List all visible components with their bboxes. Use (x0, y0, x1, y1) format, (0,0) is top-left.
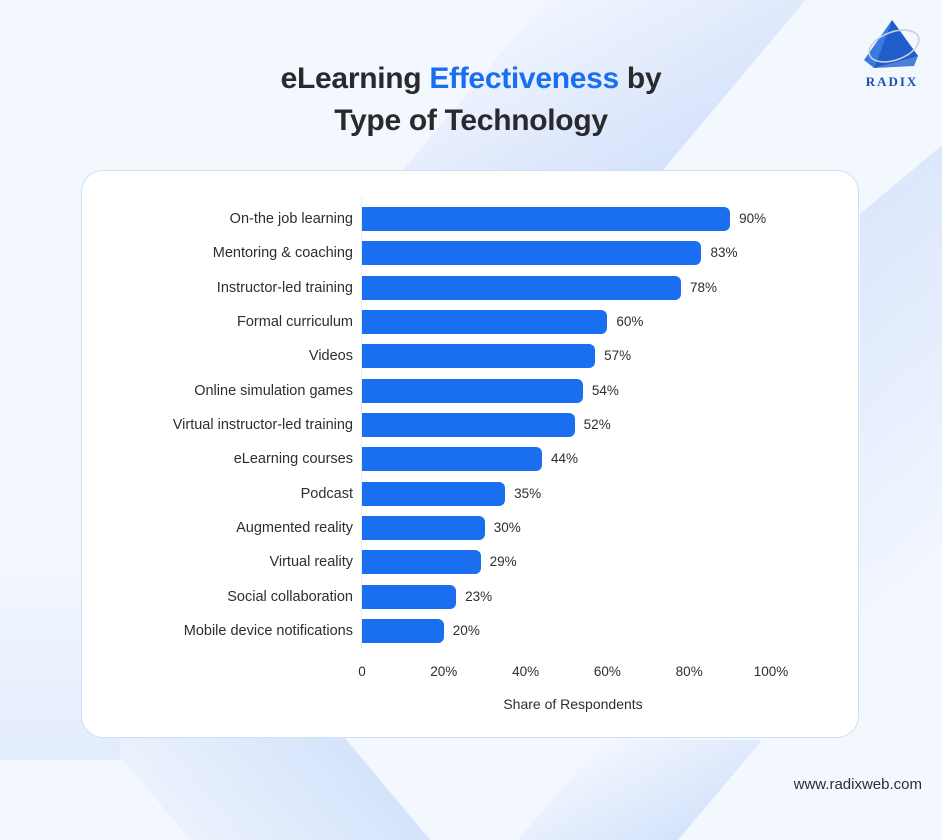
x-axis-label: Share of Respondents (503, 696, 643, 712)
category-label: Virtual reality (269, 554, 353, 571)
bar (362, 550, 481, 575)
bar-row: Mobile device notifications 20% (0, 618, 942, 643)
background-shape (518, 740, 762, 840)
bar-row: Virtual reality 29% (0, 550, 942, 575)
x-tick-label: 100% (753, 664, 789, 679)
bar-value-label: 35% (514, 485, 542, 501)
background-shape (89, 720, 431, 840)
category-label: Instructor-led training (216, 279, 353, 296)
bar (362, 241, 702, 266)
x-tick-label: 0 (358, 664, 366, 679)
bar-row: eLearning courses 44% (0, 447, 942, 472)
bar-row: Mentoring & coaching 83% (0, 241, 942, 266)
bar (362, 412, 575, 437)
title-line-2: Type of Technology (334, 104, 608, 137)
category-label: Virtual instructor-led training (172, 416, 353, 433)
bar-row: Social collaboration 23% (0, 584, 942, 609)
category-label: Mobile device notifications (183, 622, 353, 639)
title-line-1: eLearning Effectiveness by (280, 62, 662, 95)
bar-row: Instructor-led training 78% (0, 275, 942, 300)
bar-value-label: 44% (550, 451, 578, 467)
bar (362, 584, 457, 609)
category-label: eLearning courses (233, 451, 353, 468)
bar (362, 515, 485, 540)
x-tick-label: 80% (675, 664, 703, 679)
logo-text: RADIX (865, 74, 919, 89)
category-label: Videos (308, 348, 353, 365)
radix-logo: RADIX (852, 16, 932, 92)
bar (362, 447, 542, 472)
category-label: Mentoring & coaching (212, 245, 353, 262)
bar-value-label: 83% (710, 245, 738, 261)
bar (362, 344, 596, 369)
pyramid-logo-icon (864, 20, 920, 68)
bar-value-label: 52% (583, 416, 611, 432)
bar (362, 309, 608, 334)
bar-value-label: 57% (604, 348, 632, 364)
bar-row: On-the job learning 90% (0, 207, 942, 231)
bar-value-label: 54% (591, 382, 619, 398)
x-tick-label: 20% (430, 664, 458, 679)
bar-value-label: 78% (690, 279, 718, 295)
bar-row: Videos 57% (0, 344, 942, 369)
bar (362, 378, 583, 403)
title-accent: Effectiveness (429, 62, 619, 95)
bar (362, 207, 731, 231)
category-label: Augmented reality (236, 519, 353, 536)
bar-value-label: 90% (739, 211, 767, 226)
website-url: www.radixweb.com (793, 776, 922, 793)
x-tick-label: 40% (512, 664, 540, 679)
bar-value-label: 20% (452, 622, 480, 638)
bar-value-label: 30% (493, 519, 521, 535)
chart-title: eLearning Effectiveness by Type of Techn… (0, 58, 942, 142)
bar (362, 275, 682, 300)
bar-row: Virtual instructor-led training 52% (0, 412, 942, 437)
category-label: Podcast (300, 485, 353, 502)
category-label: Formal curriculum (236, 313, 353, 330)
x-tick-label: 60% (593, 664, 621, 679)
category-label: On-the job learning (229, 211, 353, 227)
bar-row: Formal curriculum 60% (0, 309, 942, 334)
bar (362, 481, 506, 506)
y-axis-line (361, 196, 362, 650)
bar-value-label: 60% (616, 313, 644, 329)
bar-value-label: 23% (465, 588, 493, 604)
bar-row: Augmented reality 30% (0, 515, 942, 540)
category-label: Online simulation games (194, 382, 353, 399)
bar (362, 618, 444, 643)
category-label: Social collaboration (227, 588, 353, 605)
bar-row: Podcast 35% (0, 481, 942, 506)
bar-row: Online simulation games 54% (0, 378, 942, 403)
bar-value-label: 29% (489, 554, 517, 570)
